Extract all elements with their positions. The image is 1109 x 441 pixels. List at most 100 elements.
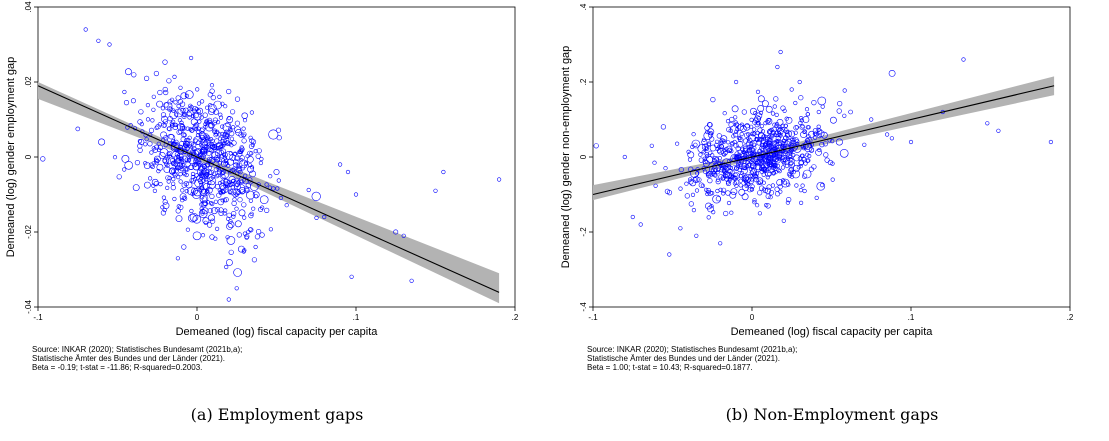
data-point bbox=[774, 157, 779, 162]
data-point bbox=[213, 155, 221, 163]
data-point bbox=[802, 129, 807, 134]
data-point bbox=[162, 157, 170, 164]
data-point bbox=[801, 146, 807, 151]
data-point bbox=[784, 130, 789, 135]
plot-frame bbox=[592, 6, 1071, 308]
data-point bbox=[205, 188, 210, 193]
data-point bbox=[688, 179, 694, 185]
data-point bbox=[156, 169, 161, 174]
data-point bbox=[740, 167, 748, 175]
data-point bbox=[208, 104, 217, 113]
data-point bbox=[284, 203, 289, 208]
data-point bbox=[207, 146, 213, 152]
data-point bbox=[177, 147, 183, 153]
data-point bbox=[247, 150, 253, 156]
data-point bbox=[755, 203, 760, 208]
data-point bbox=[750, 131, 756, 137]
data-point bbox=[231, 140, 237, 146]
data-point bbox=[175, 157, 182, 163]
data-point bbox=[208, 103, 213, 108]
data-point bbox=[765, 203, 771, 209]
data-point bbox=[190, 149, 195, 154]
data-point bbox=[112, 155, 118, 160]
data-point bbox=[236, 184, 246, 193]
data-point bbox=[226, 163, 231, 168]
data-point bbox=[259, 156, 264, 162]
data-point bbox=[737, 136, 742, 141]
data-point bbox=[205, 162, 211, 168]
data-point bbox=[116, 174, 122, 180]
data-point bbox=[229, 131, 235, 137]
data-point bbox=[152, 188, 157, 193]
data-point bbox=[780, 144, 785, 149]
data-point bbox=[706, 142, 711, 147]
data-point bbox=[782, 143, 787, 148]
data-point bbox=[215, 226, 220, 231]
data-point bbox=[195, 87, 200, 92]
data-point bbox=[691, 139, 701, 149]
data-point bbox=[204, 143, 209, 148]
data-point bbox=[185, 227, 190, 232]
data-point bbox=[186, 111, 192, 117]
data-point bbox=[765, 136, 770, 141]
data-point bbox=[709, 136, 715, 142]
regression-stats: Beta = -0.19; t-stat = -11.86; R-squared… bbox=[32, 363, 203, 372]
x-tick-label: .2 bbox=[512, 313, 519, 322]
data-point bbox=[248, 135, 253, 140]
data-point bbox=[255, 153, 261, 159]
data-point bbox=[799, 200, 804, 205]
data-point bbox=[783, 140, 791, 148]
data-point bbox=[718, 144, 724, 150]
y-tick-label: .04 bbox=[24, 1, 33, 13]
data-point bbox=[182, 133, 187, 138]
data-point bbox=[757, 211, 762, 216]
data-point bbox=[684, 193, 690, 199]
data-point bbox=[200, 208, 206, 214]
data-point bbox=[249, 170, 256, 178]
y-axis-title: Demeaned (log) gender employment gap bbox=[5, 57, 17, 258]
data-point bbox=[697, 144, 707, 153]
data-point bbox=[83, 27, 88, 32]
data-point bbox=[800, 131, 807, 138]
data-point bbox=[734, 122, 740, 128]
data-point bbox=[690, 192, 696, 197]
panel-employment-gaps: -.1 0 .1 .2 -.04 -.02 0 .02 .04 Demeaned (log) fi… bbox=[0, 0, 554, 441]
data-point bbox=[227, 115, 232, 121]
data-point bbox=[214, 207, 220, 213]
data-point bbox=[433, 188, 438, 193]
data-point bbox=[830, 139, 835, 144]
data-point bbox=[241, 202, 247, 208]
data-point bbox=[234, 155, 240, 161]
data-point bbox=[222, 132, 230, 139]
data-point bbox=[207, 222, 213, 228]
data-point bbox=[726, 140, 731, 145]
data-point bbox=[210, 143, 216, 149]
data-point bbox=[732, 175, 738, 181]
data-point bbox=[730, 170, 735, 175]
data-point bbox=[717, 147, 724, 155]
data-point bbox=[710, 191, 715, 196]
data-point bbox=[720, 135, 728, 143]
data-point bbox=[178, 172, 183, 177]
non-employment-gap-scatter-plot: -.1 0 .1 .2 -.4 -.2 0 .2 .4 Demeaned (log) fiscal… bbox=[560, 3, 1074, 338]
data-point bbox=[835, 138, 843, 146]
data-point bbox=[236, 232, 242, 238]
data-point bbox=[727, 147, 732, 152]
data-point bbox=[756, 140, 762, 146]
data-point bbox=[209, 234, 215, 240]
data-point bbox=[788, 130, 796, 138]
data-point bbox=[720, 149, 728, 156]
data-point bbox=[667, 252, 672, 257]
data-point bbox=[231, 200, 237, 206]
data-point bbox=[194, 178, 203, 188]
x-tick-label: 0 bbox=[750, 313, 755, 322]
data-point bbox=[162, 59, 168, 65]
data-point bbox=[780, 158, 786, 164]
data-point bbox=[137, 119, 143, 125]
data-point bbox=[805, 152, 810, 157]
data-point bbox=[178, 144, 183, 149]
data-point bbox=[774, 123, 779, 128]
data-point bbox=[167, 99, 173, 105]
data-point bbox=[199, 128, 205, 134]
data-point bbox=[194, 127, 199, 132]
